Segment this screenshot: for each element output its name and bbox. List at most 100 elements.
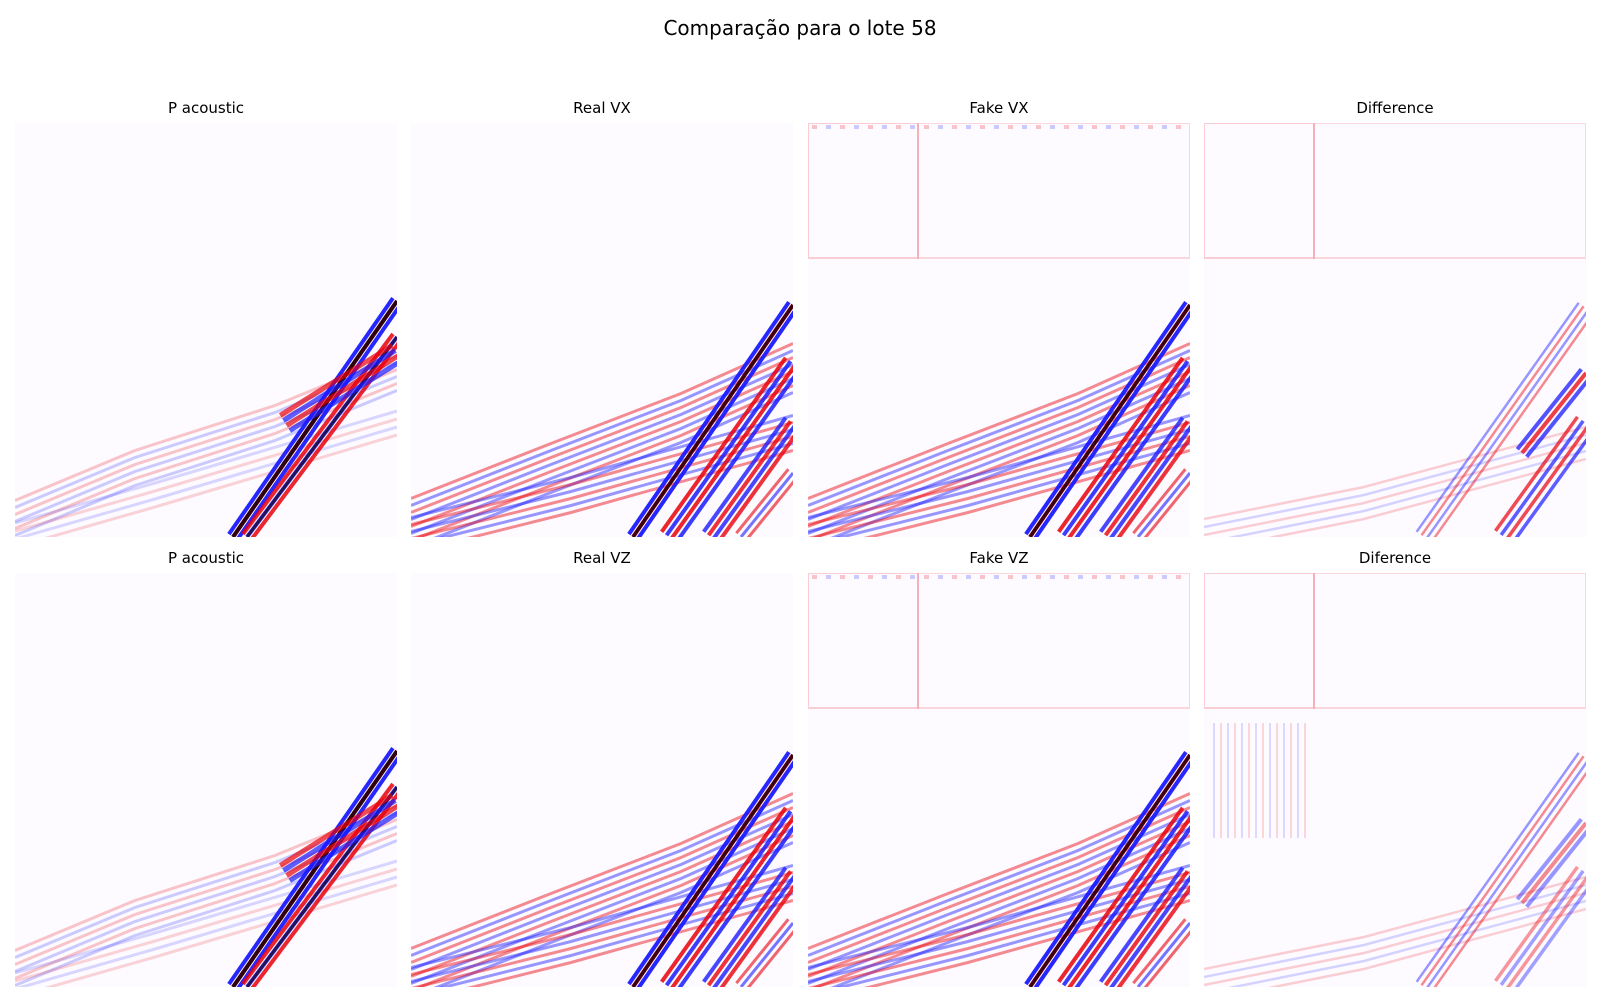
converted-wave xyxy=(1132,918,1187,985)
panel-title-fake-vx: Fake VX xyxy=(969,99,1029,117)
heatmap-fake-vz xyxy=(808,573,1190,987)
direct-wave-core xyxy=(1028,304,1190,537)
residual-direct-wave xyxy=(1420,755,1585,986)
artifact-block xyxy=(1204,123,1315,259)
residual-converted-wave xyxy=(1514,887,1586,987)
artifact-speckle xyxy=(896,575,901,579)
reflection-wavefront xyxy=(808,421,1190,526)
reflection-wavefront xyxy=(808,356,1190,514)
reflection-wavefront xyxy=(411,806,793,964)
artifact-speckle xyxy=(1008,125,1013,129)
residual-converted-wave xyxy=(1520,371,1586,455)
artifact-patches xyxy=(808,123,1190,259)
artifact-speckle xyxy=(868,125,873,129)
wavefield xyxy=(808,573,1190,987)
heatmap-background xyxy=(1204,123,1586,537)
residual-converted-wave xyxy=(1494,865,1579,982)
artifact-patches xyxy=(808,573,1190,709)
artifact-block xyxy=(1313,123,1586,259)
heatmap-canvas xyxy=(808,573,1190,987)
reflection-wavefront xyxy=(411,377,793,535)
artifact-patches xyxy=(1204,573,1586,838)
panel-title-p-acoustic-bottom: P acoustic xyxy=(167,549,245,567)
converted-wave xyxy=(670,814,793,987)
converted-wave xyxy=(1103,420,1190,537)
artifact-block xyxy=(1313,573,1586,709)
heatmap-canvas xyxy=(15,123,397,537)
artifact-speckle xyxy=(938,125,943,129)
artifact-speckle xyxy=(1036,575,1041,579)
converted-wave xyxy=(1132,468,1187,535)
converted-wave xyxy=(746,930,793,987)
artifact-speckle xyxy=(1120,125,1125,129)
interaction-zone xyxy=(285,353,397,428)
artifact-speckle xyxy=(896,125,901,129)
heatmap-canvas xyxy=(1204,573,1586,987)
residual-direct-wave xyxy=(1426,761,1586,987)
converted-wave xyxy=(706,870,793,987)
converted-wave xyxy=(677,375,793,537)
residual-converted-wave xyxy=(1525,829,1586,908)
artifact-speckle xyxy=(812,575,817,579)
artifact-speckle xyxy=(1162,575,1167,579)
artifact-speckle xyxy=(1092,125,1097,129)
residual-direct-wave xyxy=(1433,771,1586,987)
residual-reflection xyxy=(1204,441,1586,537)
reflection-wavefront xyxy=(411,792,793,950)
converted-wave xyxy=(677,825,793,987)
artifact-speckle xyxy=(980,575,985,579)
heatmap-canvas xyxy=(411,123,793,537)
residual-reflection xyxy=(1267,907,1586,987)
artifact-block xyxy=(808,123,919,259)
converted-wave xyxy=(739,922,793,987)
artifact-speckle xyxy=(868,575,873,579)
artifact-speckle xyxy=(1162,125,1167,129)
converted-wave xyxy=(1061,360,1190,537)
direct-wave xyxy=(236,756,397,987)
converted-wave xyxy=(1103,870,1190,987)
reflection-wavefront xyxy=(808,827,1190,985)
reflection-wavefront xyxy=(808,414,1190,519)
reflection-wavefront xyxy=(830,841,1190,987)
reflection-wavefront xyxy=(433,391,793,537)
reflection-wavefront xyxy=(411,421,793,526)
converted-wave xyxy=(719,434,793,537)
artifact-speckle xyxy=(1064,125,1069,129)
artifact-speckle xyxy=(1148,125,1153,129)
heatmap-background xyxy=(15,573,397,987)
artifact-speckle xyxy=(1008,575,1013,579)
artifact-speckle xyxy=(1022,125,1027,129)
direct-wave-core xyxy=(631,304,793,537)
reflection-wavefront xyxy=(411,356,793,514)
heatmap-difference-vx xyxy=(1204,123,1586,537)
heatmap-canvas xyxy=(411,573,793,987)
artifact-speckle xyxy=(938,575,943,579)
converted-wave xyxy=(1109,424,1190,537)
converted-wave xyxy=(660,806,788,983)
artifact-speckle xyxy=(854,575,859,579)
converted-wave xyxy=(1057,356,1185,533)
artifact-speckle xyxy=(1092,575,1097,579)
artifact-speckle xyxy=(952,125,957,129)
reflection-wavefront xyxy=(411,342,793,500)
converted-wave xyxy=(1143,480,1190,537)
reflection-wavefront xyxy=(808,435,1190,537)
artifact-block xyxy=(917,123,1190,259)
converted-wave xyxy=(746,480,793,537)
direct-wave xyxy=(1033,310,1190,537)
converted-wave xyxy=(712,874,793,987)
artifact-speckle xyxy=(1078,575,1083,579)
converted-wave xyxy=(712,424,793,537)
residual-converted-wave xyxy=(1499,419,1585,536)
reflection-wavefront xyxy=(812,834,1190,987)
artifact-speckle xyxy=(1134,575,1139,579)
direct-wave-core xyxy=(631,754,793,987)
residual-reflection xyxy=(1204,891,1586,987)
residual-reflection xyxy=(1227,899,1586,987)
converted-wave xyxy=(670,364,793,537)
artifact-speckle xyxy=(840,125,845,129)
residual-reflection xyxy=(1204,433,1586,529)
direct-wave xyxy=(250,342,397,537)
residual-direct-wave xyxy=(1415,752,1580,983)
interaction-zone xyxy=(282,348,397,423)
